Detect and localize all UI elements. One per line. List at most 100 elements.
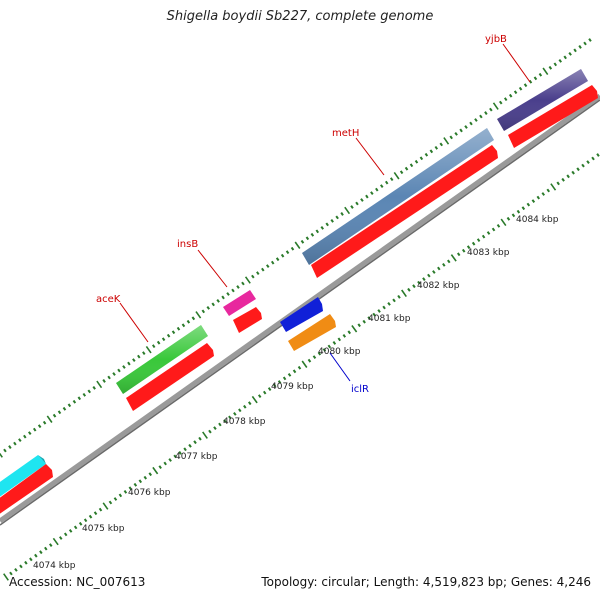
minor-tick — [330, 219, 334, 223]
gene-label-iclr[interactable]: iclR — [351, 384, 369, 395]
gene-label-acek[interactable]: aceK — [96, 294, 121, 305]
minor-tick — [191, 316, 196, 321]
minor-tick — [181, 323, 186, 328]
minor-tick — [498, 100, 503, 105]
minor-tick — [558, 59, 563, 63]
minor-tick — [471, 241, 476, 246]
minor-tick — [384, 180, 389, 185]
minor-tick — [282, 376, 287, 381]
minor-tick — [137, 354, 141, 359]
major-tick — [401, 289, 407, 298]
minor-tick — [34, 553, 38, 558]
major-tick — [301, 360, 308, 368]
upper-tick-track — [0, 38, 592, 458]
minor-tick — [193, 440, 197, 445]
minor-tick — [432, 270, 436, 274]
minor-tick — [23, 434, 27, 439]
minor-tick — [389, 177, 394, 182]
minor-tick — [474, 118, 478, 122]
minor-tick — [261, 267, 265, 272]
minor-tick — [62, 406, 67, 411]
minor-tick — [211, 302, 215, 307]
minor-tick — [513, 90, 518, 95]
leader-line — [502, 43, 531, 83]
minor-tick — [8, 445, 12, 449]
backbone-line — [0, 93, 600, 524]
minor-tick — [315, 229, 320, 234]
minor-tick — [511, 213, 516, 218]
gene-label-yjbb[interactable]: yjbB — [485, 34, 507, 45]
minor-tick — [112, 372, 116, 376]
tick-label: 4074 kbp — [33, 561, 76, 571]
major-tick — [152, 466, 159, 475]
minor-tick — [591, 156, 595, 161]
tick-labels: 4074 kbp 4075 kbp 4076 kbp 4077 kbp 4078… — [33, 215, 559, 571]
minor-tick — [218, 422, 222, 427]
minor-tick — [262, 390, 267, 395]
feature-iclr-orange[interactable] — [288, 314, 336, 351]
minor-tick — [161, 337, 166, 342]
minor-tick — [44, 546, 48, 551]
minor-tick — [13, 441, 17, 446]
minor-tick — [39, 550, 43, 555]
minor-tick — [412, 284, 416, 289]
minor-tick — [213, 426, 217, 430]
major-tick — [0, 452, 3, 458]
leader-line — [329, 352, 351, 382]
tick-label: 4075 kbp — [82, 524, 125, 534]
minor-tick — [168, 458, 172, 462]
minor-tick — [236, 285, 240, 289]
cds-arrow[interactable] — [0, 464, 53, 515]
minor-tick — [422, 277, 426, 281]
minor-tick — [404, 166, 409, 171]
minor-tick — [588, 38, 592, 42]
minor-tick — [143, 475, 148, 480]
major-tick — [344, 206, 351, 215]
cds-arrow[interactable] — [311, 145, 498, 278]
feature-iclr-blue[interactable] — [280, 297, 323, 332]
minor-tick — [489, 107, 493, 112]
minor-tick — [18, 438, 22, 442]
tick-label: 4083 kbp — [467, 248, 510, 258]
minor-tick — [449, 135, 453, 140]
minor-tick — [186, 319, 191, 324]
minor-tick — [317, 351, 322, 356]
minor-tick — [397, 294, 401, 299]
major-tick — [52, 537, 59, 546]
major-tick — [500, 218, 507, 227]
minor-tick — [568, 52, 572, 56]
minor-tick — [523, 83, 528, 88]
gene-label-insb[interactable]: insB — [177, 239, 198, 250]
minor-tick — [78, 521, 83, 526]
minor-tick — [464, 125, 468, 129]
minor-tick — [142, 351, 146, 355]
major-tick — [450, 254, 457, 262]
minor-tick — [178, 451, 182, 455]
minor-tick — [546, 188, 551, 193]
minor-tick — [387, 302, 391, 306]
major-tick — [492, 102, 499, 110]
minor-tick — [166, 333, 171, 338]
cds-arrow[interactable] — [233, 307, 262, 333]
tick-label: 4078 kbp — [223, 417, 266, 427]
minor-tick — [379, 184, 384, 188]
minor-tick — [57, 410, 62, 415]
minor-tick — [310, 232, 315, 237]
minor-tick — [48, 543, 53, 547]
minor-tick — [486, 231, 491, 235]
minor-tick — [156, 340, 161, 345]
cds-arrow[interactable] — [126, 343, 214, 411]
minor-tick — [188, 443, 192, 448]
cds-arrow[interactable] — [508, 85, 598, 148]
minor-tick — [541, 192, 546, 196]
minor-tick — [292, 369, 297, 374]
gene-label-meth[interactable]: metH — [332, 128, 359, 139]
minor-tick — [434, 145, 439, 150]
major-tick — [202, 431, 208, 439]
minor-tick — [221, 295, 225, 300]
gene-labels: aceK insB metH yjbB iclR — [96, 34, 531, 395]
feature-cyan[interactable] — [0, 455, 46, 498]
minor-tick — [171, 330, 176, 335]
feature-insb[interactable] — [223, 290, 256, 316]
minor-tick — [107, 375, 111, 380]
